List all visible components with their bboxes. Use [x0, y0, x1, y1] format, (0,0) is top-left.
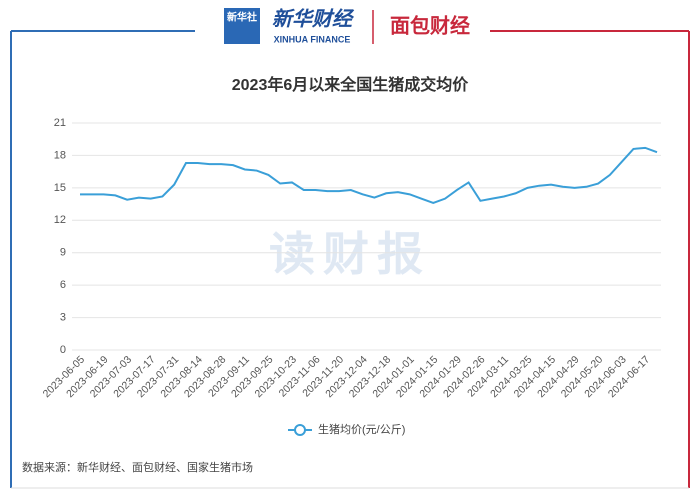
source: 数据来源：新华财经、面包财经、国家生猪市场: [22, 460, 253, 474]
logo-left: 新华社: [227, 11, 257, 24]
y-tick-label: 6: [60, 279, 66, 291]
brand: 新华财经: [272, 7, 355, 30]
logo-right: 面包财经: [390, 13, 470, 37]
y-tick-label: 9: [60, 247, 66, 259]
y-tick-label: 21: [54, 117, 66, 129]
legend-label: 生猪均价(元/公斤): [318, 422, 405, 436]
watermark: 读财报: [269, 228, 431, 280]
y-tick-label: 3: [60, 311, 66, 323]
frame: [10, 30, 690, 489]
y-tick-label: 15: [54, 182, 66, 194]
y-tick-label: 18: [54, 149, 66, 161]
legend-marker: [294, 424, 306, 436]
brand-en: XINHUA FINANCE: [274, 34, 351, 44]
logo-box: [224, 8, 260, 44]
line: [80, 146, 658, 205]
y-tick-label: 0: [60, 344, 66, 356]
y-tick-label: 12: [54, 214, 66, 226]
chart-title: 2023年6月以来全国生猪成交均价: [232, 75, 469, 94]
